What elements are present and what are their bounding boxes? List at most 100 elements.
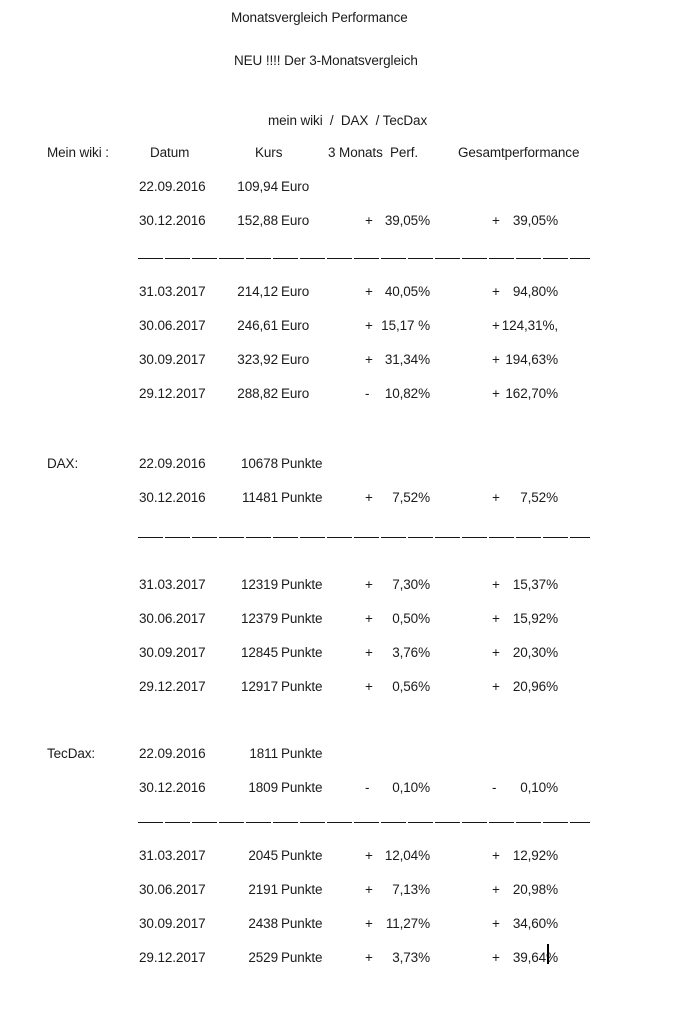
text-caret	[547, 944, 549, 964]
cell-perf-sign: +	[365, 284, 373, 299]
cell-date: 31.03.2017	[139, 577, 206, 592]
cell-gesamt-value: 39,64%	[512, 950, 558, 965]
cell-kurs-value: 12845	[240, 645, 278, 660]
cell-gesamt-value: 194,63%	[505, 352, 558, 367]
header-3-monats-perf: 3 Monats Perf.	[328, 145, 419, 160]
cell-kurs-unit: Punkte	[281, 645, 323, 660]
cell-date: 30.06.2017	[139, 611, 206, 626]
cell-date: 30.12.2016	[139, 213, 206, 228]
cell-perf-sign: +	[365, 352, 373, 367]
cell-kurs-value: 246,61	[237, 318, 278, 333]
cell-kurs-unit: Euro	[281, 318, 310, 333]
cell-kurs-unit: Punkte	[281, 577, 323, 592]
cell-perf-value: 7,13%	[392, 882, 430, 897]
cell-perf-value: 0,10%	[392, 780, 430, 795]
cell-kurs-unit: Euro	[281, 213, 310, 228]
cell-gesamt-value: 0,10%	[520, 780, 558, 795]
cell-perf-value: 7,52%	[392, 490, 430, 505]
cell-date: 30.06.2017	[139, 882, 206, 897]
cell-gesamt-value: 20,30%	[512, 645, 558, 660]
cell-date: 31.03.2017	[139, 848, 206, 863]
cell-perf-value: 7,30%	[392, 577, 430, 592]
cell-perf-value: 3,73%	[392, 950, 430, 965]
cell-kurs-unit: Punkte	[281, 882, 323, 897]
section-separator-line	[138, 822, 590, 823]
cell-kurs-unit: Euro	[281, 179, 310, 194]
cell-date: 30.09.2017	[139, 916, 206, 931]
cell-kurs-value: 2045	[248, 848, 278, 863]
cell-kurs-value: 2191	[248, 882, 278, 897]
cell-perf-sign: +	[365, 950, 373, 965]
cell-kurs-value: 1811	[249, 746, 278, 761]
index-legend: mein wiki / DAX / TecDax	[268, 113, 428, 128]
cell-gesamt-sign: +	[492, 490, 500, 505]
cell-kurs-value: 10678	[240, 456, 278, 471]
cell-perf-value: 15,17 %	[381, 318, 430, 333]
cell-kurs-unit: Punkte	[281, 679, 323, 694]
section-label: TecDax:	[47, 746, 96, 761]
cell-gesamt-value: 20,98%	[512, 882, 558, 897]
cell-kurs-value: 2529	[248, 950, 278, 965]
cell-perf-sign: -	[365, 386, 370, 401]
cell-kurs-unit: Punkte	[281, 611, 323, 626]
header-label: Mein wiki :	[47, 145, 109, 160]
cell-kurs-value: 323,92	[237, 352, 278, 367]
cell-gesamt-sign: +	[492, 284, 500, 299]
cell-date: 22.09.2016	[139, 456, 206, 471]
cell-perf-value: 39,05%	[384, 213, 430, 228]
cell-kurs-unit: Punkte	[281, 780, 323, 795]
header-datum: Datum	[150, 145, 190, 160]
cell-kurs-value: 2438	[248, 916, 278, 931]
cell-gesamt-value: 124,31%,	[501, 318, 558, 333]
cell-perf-sign: +	[365, 318, 373, 333]
cell-date: 30.12.2016	[139, 780, 206, 795]
cell-kurs-value: 12917	[240, 679, 278, 694]
cell-kurs-value: 11481	[241, 490, 278, 505]
cell-gesamt-sign: +	[492, 882, 500, 897]
cell-perf-value: 3,76%	[392, 645, 430, 660]
cell-gesamt-sign: +	[492, 679, 500, 694]
cell-perf-value: 31,34%	[384, 352, 430, 367]
cell-gesamt-sign: +	[492, 611, 500, 626]
cell-date: 29.12.2017	[139, 679, 206, 694]
cell-date: 22.09.2016	[139, 746, 206, 761]
cell-perf-sign: +	[365, 645, 373, 660]
cell-kurs-unit: Euro	[281, 386, 310, 401]
cell-perf-sign: -	[365, 780, 370, 795]
cell-date: 30.09.2017	[139, 352, 206, 367]
cell-perf-sign: +	[365, 213, 373, 228]
cell-gesamt-sign: +	[492, 352, 500, 367]
cell-kurs-unit: Punkte	[281, 950, 323, 965]
cell-gesamt-value: 20,96%	[512, 679, 558, 694]
cell-kurs-value: 152,88	[237, 213, 278, 228]
section-separator-line	[138, 537, 590, 538]
cell-gesamt-sign: +	[492, 213, 500, 228]
section-label: DAX:	[47, 456, 79, 471]
cell-kurs-unit: Euro	[281, 284, 310, 299]
cell-perf-sign: +	[365, 679, 373, 694]
cell-perf-value: 0,56%	[392, 679, 430, 694]
section-separator-line	[138, 258, 590, 259]
cell-date: 31.03.2017	[139, 284, 206, 299]
cell-gesamt-sign: +	[492, 386, 500, 401]
cell-gesamt-sign: +	[492, 318, 500, 333]
cell-gesamt-sign: +	[492, 950, 500, 965]
cell-gesamt-sign: -	[492, 780, 497, 795]
cell-gesamt-sign: +	[492, 645, 500, 660]
cell-perf-value: 40,05%	[384, 284, 430, 299]
cell-kurs-unit: Punkte	[281, 490, 323, 505]
document-subtitle: NEU !!!! Der 3-Monatsvergleich	[234, 53, 418, 68]
cell-date: 30.06.2017	[139, 318, 206, 333]
cell-gesamt-value: 34,60%	[512, 916, 558, 931]
cell-gesamt-sign: +	[492, 577, 500, 592]
cell-date: 30.12.2016	[139, 490, 206, 505]
cell-perf-value: 12,04%	[384, 848, 430, 863]
cell-perf-value: 11,27%	[385, 916, 430, 931]
cell-perf-sign: +	[365, 848, 373, 863]
header-gesamtperformance: Gesamtperformance	[458, 145, 580, 160]
cell-kurs-unit: Punkte	[281, 456, 323, 471]
cell-gesamt-value: 12,92%	[512, 848, 558, 863]
cell-kurs-unit: Euro	[281, 352, 310, 367]
cell-perf-value: 10,82%	[384, 386, 430, 401]
